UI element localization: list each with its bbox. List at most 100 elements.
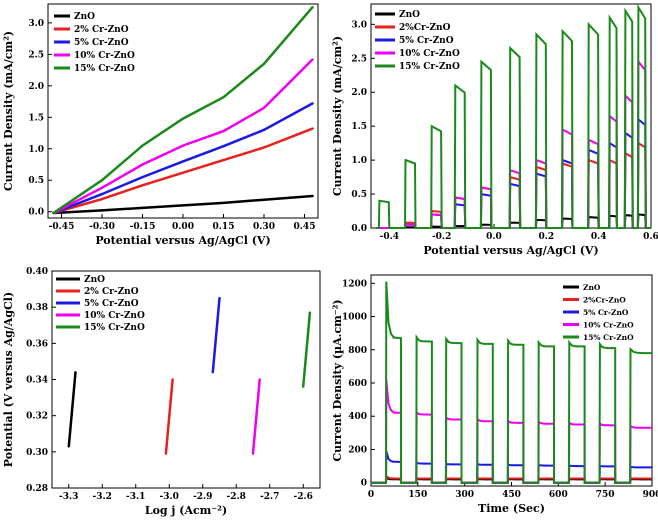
data-point	[181, 160, 185, 163]
data-point	[545, 477, 548, 480]
data-point	[181, 171, 185, 174]
data-point	[100, 186, 104, 189]
x-tick-label: -0.45	[49, 222, 75, 232]
series-line	[251, 379, 261, 454]
data-point	[640, 121, 643, 124]
x-tick-label: -3.2	[93, 492, 112, 502]
x-axis-label: Potential versus Ag/AgCl (V)	[423, 244, 598, 257]
data-point	[311, 102, 314, 105]
data-point	[452, 477, 455, 480]
y-tick-label: 400	[348, 412, 367, 422]
y-tick-label: 0.32	[26, 412, 48, 422]
data-point	[640, 466, 642, 469]
data-point	[308, 311, 312, 314]
data-point	[514, 343, 517, 346]
x-tick-label: 900	[643, 490, 658, 500]
data-point	[459, 197, 461, 200]
data-point	[514, 464, 517, 467]
x-tick-label: 0.45	[294, 222, 316, 232]
plot-frame	[370, 3, 652, 229]
data-point	[435, 127, 438, 130]
x-axis-label: Potential versus Ag/AgCl (V)	[95, 234, 270, 247]
data-point	[575, 477, 578, 480]
data-point	[258, 378, 261, 381]
x-tick-label: 0.6	[643, 232, 658, 242]
data-point	[392, 337, 395, 340]
data-point	[606, 424, 609, 427]
data-point	[484, 477, 486, 480]
x-tick-label: -2.7	[260, 492, 279, 502]
legend-entry: 15% Cr-ZnO	[399, 62, 460, 72]
data-point	[484, 420, 486, 423]
data-point	[592, 160, 595, 163]
y-tick-label: 0.5	[28, 176, 44, 186]
data-point	[262, 128, 266, 132]
data-point	[262, 106, 266, 110]
series-line	[52, 58, 314, 215]
data-point	[52, 211, 55, 215]
y-tick-label: 0	[361, 479, 367, 489]
data-point	[435, 210, 438, 213]
data-point	[409, 226, 412, 229]
data-point	[484, 343, 486, 345]
x-axis-label: Log j (Acm⁻²)	[145, 504, 227, 517]
y-tick-label: 0.38	[26, 303, 48, 313]
data-point	[627, 214, 630, 217]
data-point	[222, 158, 225, 162]
legend-entry: 15% Cr-ZnO	[583, 333, 634, 342]
data-point	[592, 216, 595, 219]
data-point	[459, 88, 461, 90]
legend-entry: ZnO	[583, 283, 601, 292]
data-point	[612, 160, 614, 163]
y-tick-label: 2.5	[351, 54, 367, 64]
data-point	[409, 223, 412, 226]
data-point	[459, 225, 461, 227]
y-tick-label: 2.0	[28, 82, 44, 92]
data-point	[311, 194, 314, 198]
series-line	[301, 312, 312, 387]
data-point	[423, 340, 425, 343]
data-point	[566, 164, 569, 167]
y-tick-label: 0.30	[26, 448, 48, 458]
legend-entry: 2% Cr-ZnO	[74, 25, 129, 35]
y-axis-label: Potential (V versus Ag/AgCl)	[2, 292, 15, 467]
data-point	[181, 117, 185, 120]
legend-entry: 15% Cr-ZnO	[84, 323, 145, 333]
x-tick-label: 300	[455, 490, 474, 500]
x-tick-label: -3.1	[126, 492, 145, 502]
data-point	[640, 144, 643, 147]
data-point	[392, 461, 395, 463]
data-point	[311, 127, 314, 130]
data-point	[164, 452, 168, 455]
legend-entry: 10% Cr-ZnO	[583, 321, 634, 330]
data-point	[141, 144, 144, 147]
data-point	[545, 422, 548, 425]
data-point	[485, 223, 488, 226]
data-point	[540, 167, 542, 170]
legend-entry: ZnO	[84, 275, 105, 285]
y-tick-label: 0.36	[26, 339, 48, 349]
data-point	[452, 342, 455, 345]
data-point	[566, 160, 569, 163]
legend-entry: ZnO	[399, 10, 420, 20]
x-tick-label: -3.3	[59, 492, 78, 502]
data-point	[302, 385, 305, 388]
data-point	[566, 217, 569, 220]
y-axis-label: Current Density (mA/cm²)	[2, 31, 15, 191]
x-tick-label: -2.9	[193, 492, 212, 502]
data-point	[423, 477, 425, 480]
x-tick-label: -3.0	[160, 492, 179, 502]
x-tick-label: -0.15	[130, 222, 156, 232]
legend-entry: 2% Cr-ZnO	[84, 287, 139, 297]
legend-entry: 2%Cr-ZnO	[399, 23, 451, 33]
data-point	[575, 423, 578, 426]
x-tick-label: -0.30	[89, 222, 115, 232]
legend-entry: 5% Cr-ZnO	[583, 308, 629, 317]
y-tick-label: 0.0	[351, 224, 367, 234]
data-point	[566, 35, 569, 37]
data-point	[74, 371, 77, 374]
legend-entry: 15% Cr-ZnO	[74, 64, 135, 74]
chart-b: -0.4 -0.2 0.0 0.2 0.4 0.6 0.0 0.5 1.0 1.5 2.0 2.5 3.…	[331, 3, 658, 257]
y-tick-label: 1200	[342, 279, 367, 289]
data-point	[485, 187, 488, 190]
